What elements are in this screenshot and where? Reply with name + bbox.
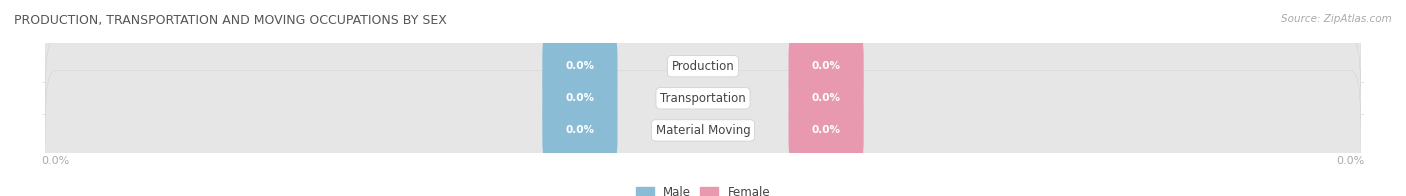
FancyBboxPatch shape (45, 71, 1361, 190)
FancyBboxPatch shape (543, 32, 617, 101)
Text: Production: Production (672, 60, 734, 73)
Text: 0.0%: 0.0% (811, 61, 841, 71)
FancyBboxPatch shape (543, 64, 617, 133)
FancyBboxPatch shape (45, 39, 1361, 158)
Text: 0.0%: 0.0% (565, 93, 595, 103)
FancyBboxPatch shape (45, 6, 1361, 126)
FancyBboxPatch shape (789, 96, 863, 165)
FancyBboxPatch shape (543, 96, 617, 165)
Text: Source: ZipAtlas.com: Source: ZipAtlas.com (1281, 14, 1392, 24)
Legend: Male, Female: Male, Female (631, 182, 775, 196)
FancyBboxPatch shape (789, 64, 863, 133)
FancyBboxPatch shape (789, 32, 863, 101)
Text: 0.0%: 0.0% (565, 125, 595, 135)
Text: 0.0%: 0.0% (811, 125, 841, 135)
Text: Transportation: Transportation (661, 92, 745, 105)
Text: PRODUCTION, TRANSPORTATION AND MOVING OCCUPATIONS BY SEX: PRODUCTION, TRANSPORTATION AND MOVING OC… (14, 14, 447, 27)
Text: 0.0%: 0.0% (565, 61, 595, 71)
Text: Material Moving: Material Moving (655, 124, 751, 137)
Text: 0.0%: 0.0% (811, 93, 841, 103)
